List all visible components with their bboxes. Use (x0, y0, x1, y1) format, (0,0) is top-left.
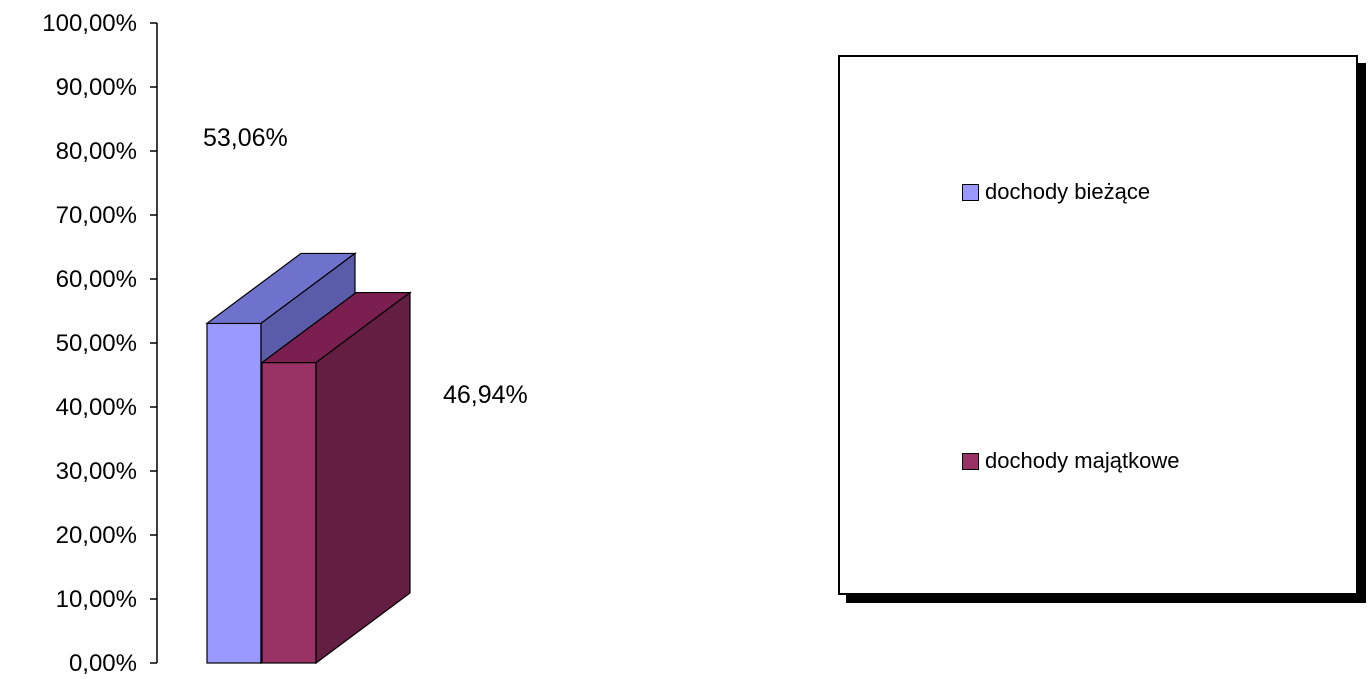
legend-item-dochody-majatkowe: dochody majątkowe (962, 448, 1179, 474)
bar-dochody-biezace (206, 322, 262, 664)
y-tick-label: 40,00% (56, 394, 137, 421)
y-tick-label: 0,00% (69, 650, 137, 677)
data-label-dochody-majatkowe: 46,94% (443, 381, 528, 409)
y-tick-label: 90,00% (56, 74, 137, 101)
y-tick-label: 50,00% (56, 330, 137, 357)
legend-label-dochody-majatkowe: dochody majątkowe (985, 448, 1180, 473)
y-tick-label: 60,00% (56, 266, 137, 293)
legend-swatch-dochody-biezace (962, 183, 979, 201)
legend-item-dochody-biezace: dochody bieżące (962, 179, 1150, 205)
y-tick-label: 10,00% (56, 586, 137, 613)
legend: dochody bieżące dochody majątkowe (838, 55, 1358, 595)
bar-dochody-majatkowe (261, 361, 317, 664)
y-tick-label: 80,00% (56, 138, 137, 165)
bar-dochody-majatkowe-side (315, 291, 411, 665)
y-tick-label: 20,00% (56, 522, 137, 549)
data-label-dochody-biezace: 53,06% (203, 124, 288, 152)
legend-label-dochody-biezace: dochody bieżące (985, 179, 1151, 204)
y-tick-label: 30,00% (56, 458, 137, 485)
y-tick-label: 100,00% (42, 10, 137, 37)
y-tick-label: 70,00% (56, 202, 137, 229)
legend-swatch-dochody-majatkowe (962, 452, 979, 470)
